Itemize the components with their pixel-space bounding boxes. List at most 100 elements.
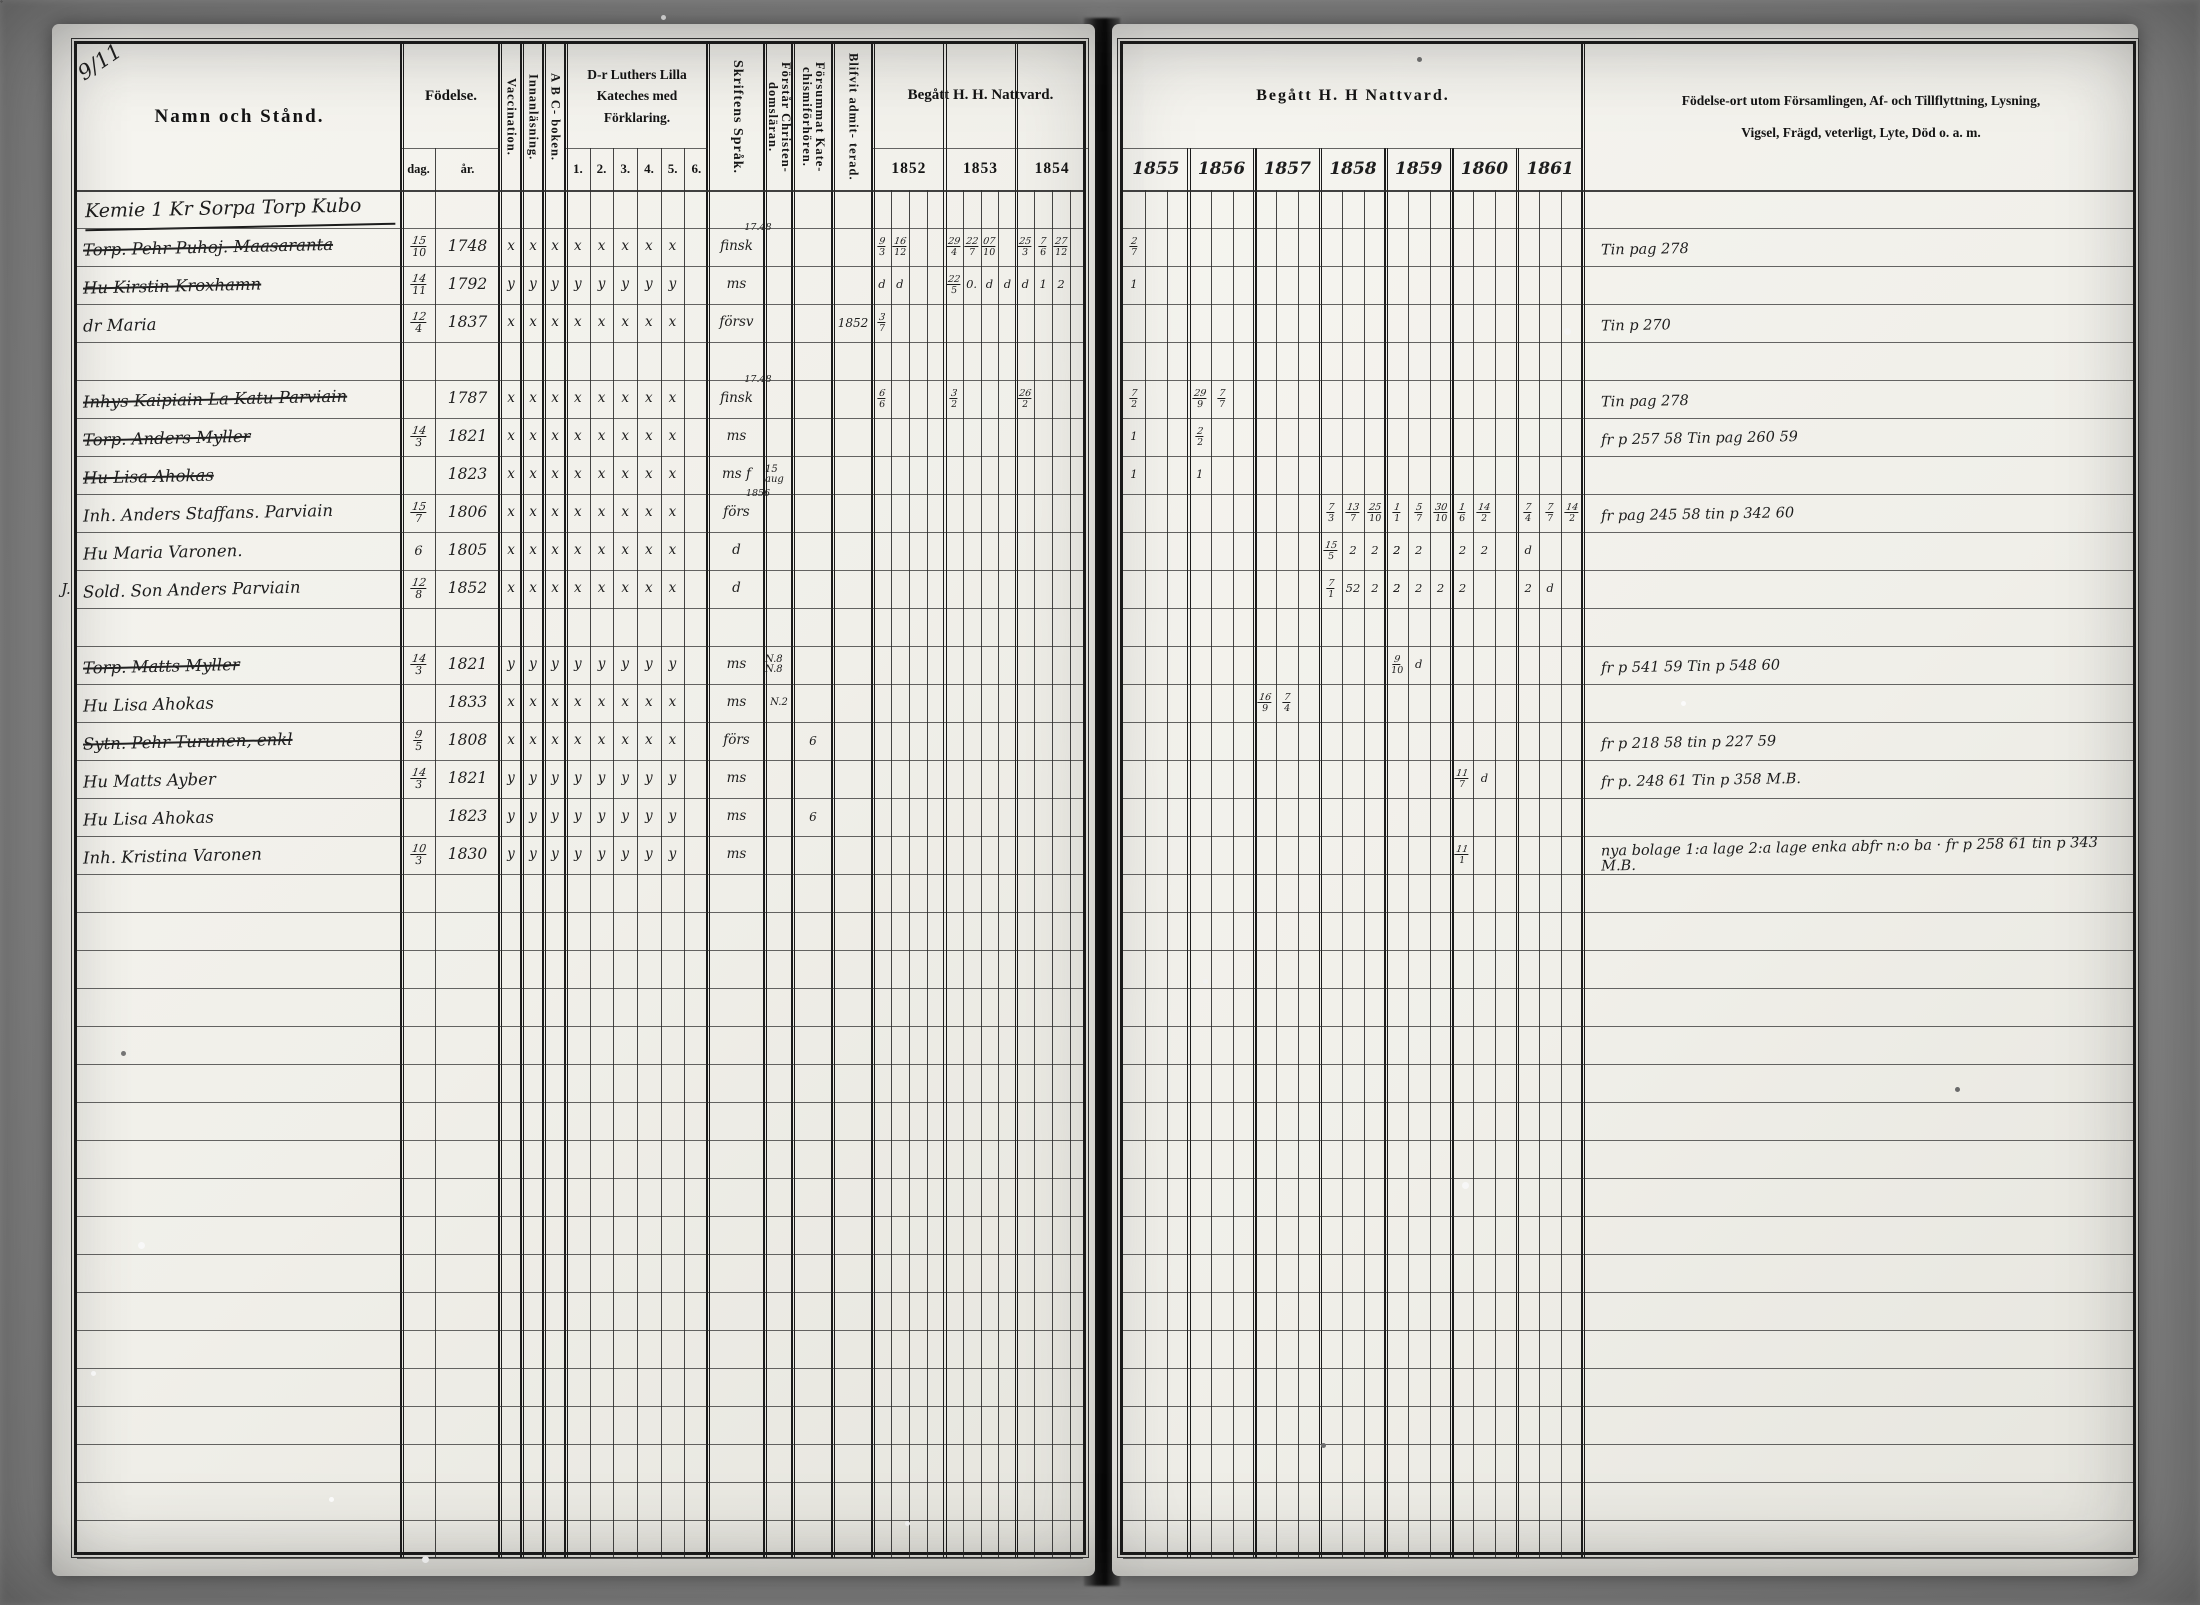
grid-line-vertical	[566, 44, 569, 1558]
birth-day-cell: 14 3	[409, 766, 428, 791]
ledger-row: 11 1 nya bolage 1:a lage 2:a lage enka abf…	[1123, 835, 2133, 875]
grid-line-row	[77, 1292, 1083, 1293]
grid-line-vertical	[765, 44, 768, 1558]
mark-y: y	[668, 846, 677, 863]
communion-year-header: 1855	[1132, 159, 1180, 179]
grid-line-row	[77, 608, 1083, 609]
grid-line-row	[77, 1558, 1083, 1559]
mark-x: x	[645, 542, 653, 559]
mark-y: y	[529, 846, 537, 863]
ledger-row	[77, 1444, 1083, 1482]
mark-x: x	[574, 390, 582, 407]
mark-y: y	[621, 846, 629, 863]
script-language-cell: förs	[723, 504, 750, 521]
ledger-row	[1123, 1026, 2133, 1064]
ledger-row	[1123, 1178, 2133, 1216]
ledger-row: 7 3 13 7 25 10 1 1 5 7 30 10 1 6 14 2 7 4 7 7 14 2 fr pag 245 …	[1123, 494, 2133, 532]
mark-y: y	[507, 846, 515, 863]
grid-line-vertical	[1518, 148, 1520, 1558]
mark-x: x	[551, 580, 559, 597]
grid-line-row	[1123, 836, 2133, 837]
grid-line-row	[77, 1406, 1083, 1407]
margin-mark: J.	[61, 579, 71, 598]
mark-y: y	[621, 276, 629, 293]
ledger-row	[77, 1368, 1083, 1406]
ledger-row: fr p 218 58 tin p 227 59	[1123, 722, 2133, 760]
script-language-cell: försv	[719, 314, 754, 331]
grid-line-row	[1123, 1216, 2133, 1217]
mark-x: x	[529, 390, 537, 407]
grid-line-row	[1123, 646, 2133, 647]
communion-date-cell: 2	[1436, 581, 1445, 596]
mark-x: x	[668, 694, 677, 711]
mark-x: x	[668, 428, 677, 445]
mark-x: x	[621, 504, 629, 521]
grid-line-vertical	[1384, 148, 1386, 1558]
grid-line-row	[1123, 1558, 2133, 1559]
communion-date-cell: d	[1546, 581, 1554, 596]
grid-line-row	[1123, 380, 2133, 381]
missed-cell: 6	[809, 810, 817, 824]
communion-date-cell: 2	[1393, 543, 1401, 558]
grid-line-row	[77, 532, 1083, 533]
column-header-communion-left: Begått H. H. Nattvard.	[907, 87, 1054, 104]
mark-x: x	[645, 466, 653, 483]
communion-year-header: 1861	[1526, 159, 1574, 179]
ledger-row: Torp. Anders Myller 14 3 1821 x x x x x x x x ms	[77, 418, 1083, 456]
script-language-note: 17.48	[744, 222, 772, 234]
catechism-subcolumn-header: 4.	[644, 161, 654, 176]
communion-date-cell: 07 10	[981, 236, 998, 258]
communion-date-cell: d	[878, 277, 886, 292]
mark-y: y	[645, 656, 653, 673]
mark-y: y	[597, 808, 606, 825]
grid-line-row	[1123, 1064, 2133, 1065]
communion-date-cell: d	[985, 277, 994, 292]
ledger-row	[77, 342, 1083, 380]
ledger-row: Hu Lisa Ahokas 1833 x x x x x x x x ms N.2	[77, 684, 1083, 722]
grid-line-row	[1123, 1520, 2133, 1521]
grid-line-row	[77, 1368, 1083, 1369]
script-language-note: 1856	[745, 488, 771, 500]
communion-date-cell: 13 7	[1345, 502, 1361, 524]
birth-year-cell: 1823	[447, 807, 488, 826]
script-language-cell: d	[732, 580, 741, 597]
communion-date-cell: 1	[1130, 277, 1138, 292]
birth-year-cell: 1808	[447, 731, 488, 750]
mark-x: x	[574, 580, 582, 597]
mark-x: x	[597, 732, 606, 749]
communion-year-header: 1859	[1395, 159, 1443, 179]
mark-x: x	[621, 238, 629, 255]
mark-x: x	[597, 580, 606, 597]
grid-line-row	[1123, 1330, 2133, 1331]
communion-date-cell: d	[1524, 543, 1532, 558]
ledger-row	[1123, 1216, 2133, 1254]
communion-date-cell: 16 12	[892, 236, 908, 258]
communion-year-header: 1853	[962, 160, 998, 177]
communion-year-header: 1858	[1329, 159, 1377, 179]
grid-line-vertical	[564, 44, 566, 1558]
grid-line-vertical	[706, 44, 708, 1558]
mark-x: x	[551, 466, 559, 483]
ledger-row: 1	[1123, 266, 2133, 304]
birth-year-cell: 1792	[447, 275, 488, 294]
script-language-cell: finsk	[720, 238, 753, 255]
script-language-cell: ms	[726, 276, 747, 293]
communion-date-cell: 52	[1345, 581, 1361, 596]
grid-line-vertical	[1583, 44, 1586, 1558]
note-cell: Tin pag 278	[1600, 241, 1689, 259]
catechism-subcolumn-header: 2.	[596, 161, 607, 176]
birth-year-cell: 1852	[447, 579, 488, 598]
mark-x: x	[574, 732, 582, 749]
mark-x: x	[668, 732, 677, 749]
grid-line-row	[77, 266, 1083, 267]
grid-line-row	[77, 1444, 1083, 1445]
grid-line-vertical	[542, 44, 544, 1558]
birth-year-cell: 1806	[447, 503, 488, 522]
